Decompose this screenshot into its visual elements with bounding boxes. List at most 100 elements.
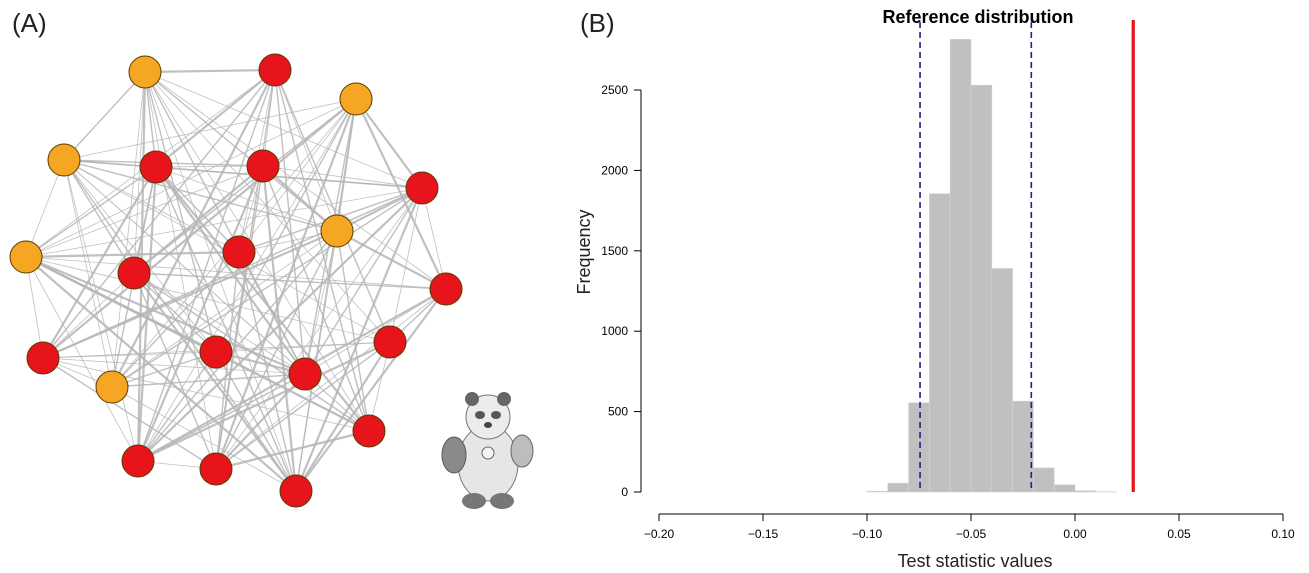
- network-edge: [111, 373, 306, 388]
- network-edge: [63, 159, 297, 492]
- histogram-bar: [866, 490, 889, 493]
- histogram-bar: [908, 402, 930, 493]
- network-edge: [274, 69, 391, 343]
- network-edge: [215, 351, 297, 492]
- network-edge: [133, 272, 217, 470]
- network-edge: [215, 373, 306, 470]
- histogram-bar: [970, 84, 993, 493]
- network-edge: [389, 187, 423, 343]
- network-graph: [9, 53, 534, 509]
- network-edge: [111, 386, 297, 492]
- network-node-orange: [320, 214, 354, 248]
- network-node-red: [121, 444, 155, 478]
- network-edge: [304, 230, 338, 375]
- panel-b-label: (B): [580, 8, 615, 38]
- network-edges: [25, 68, 447, 492]
- network-edge: [295, 341, 391, 492]
- network-edge: [215, 230, 338, 470]
- y-axis: 0 500 1000 1500 2000 2500: [601, 83, 642, 499]
- network-edge: [63, 98, 357, 161]
- network-edge: [111, 351, 217, 388]
- network-edge: [304, 187, 423, 375]
- network-node-red: [373, 325, 407, 359]
- network-nodes: [9, 53, 463, 508]
- network-node-red: [352, 414, 386, 448]
- network-node-orange: [47, 143, 81, 177]
- network-node-orange: [95, 370, 129, 404]
- network-edge: [63, 159, 113, 388]
- network-edge: [137, 187, 423, 462]
- panel-a-label: (A): [12, 8, 47, 38]
- network-edge: [63, 159, 338, 232]
- histogram-bar: [929, 193, 951, 493]
- network-edge: [215, 98, 357, 353]
- x-tick-label: −0.05: [956, 527, 987, 541]
- y-tick-label: 1500: [601, 244, 628, 258]
- network-node-red: [117, 256, 151, 290]
- x-tick-label: 0.10: [1271, 527, 1295, 541]
- network-edge: [155, 166, 297, 492]
- network-edge: [144, 71, 423, 189]
- network-node-red: [199, 452, 233, 486]
- x-tick-label: 0.00: [1063, 527, 1087, 541]
- network-edge: [238, 251, 306, 375]
- network-edge: [336, 230, 370, 432]
- network-edge: [215, 165, 264, 470]
- network-edge: [137, 341, 391, 462]
- network-edge: [133, 272, 297, 492]
- x-tick-label: 0.05: [1167, 527, 1191, 541]
- network-edge: [155, 69, 276, 168]
- network-edge: [144, 71, 370, 432]
- histogram-bar: [991, 268, 1013, 493]
- network-edge: [137, 351, 217, 462]
- histogram-bar: [887, 482, 909, 493]
- histogram-bar: [949, 39, 972, 493]
- network-edge: [215, 341, 391, 470]
- network-edge: [215, 351, 370, 432]
- network-edge: [111, 71, 146, 388]
- network-edge: [25, 256, 297, 492]
- network-edge: [42, 357, 217, 470]
- network-node-red: [222, 235, 256, 269]
- network-edge: [133, 71, 146, 274]
- y-tick-label: 0: [621, 485, 628, 499]
- network-edge: [111, 230, 338, 388]
- network-edge: [155, 166, 370, 432]
- histogram-chart: Reference distribution 0 500 1000 1500 2000 2…: [574, 7, 1295, 571]
- network-edge: [262, 165, 423, 189]
- network-edge: [133, 272, 370, 432]
- x-axis-label: Test statistic values: [897, 551, 1052, 571]
- network-edge: [215, 187, 423, 470]
- chart-title: Reference distribution: [882, 7, 1073, 27]
- network-node-red: [139, 150, 173, 184]
- x-axis: −0.20 −0.15 −0.10 −0.05 0.00 0.05 0.10: [644, 513, 1295, 541]
- y-tick-label: 500: [608, 405, 628, 419]
- network-edge: [42, 69, 276, 359]
- network-edge: [144, 68, 276, 74]
- network-node-red: [405, 171, 439, 205]
- network-edge: [63, 71, 146, 161]
- network-edge: [155, 166, 423, 189]
- network-edge: [155, 165, 264, 168]
- network-edge: [42, 351, 217, 359]
- network-edge: [25, 165, 264, 258]
- network-edge: [25, 256, 139, 462]
- network-node-red: [288, 357, 322, 391]
- network-edge: [133, 98, 357, 274]
- network-edge: [63, 159, 240, 253]
- histogram-bar: [1053, 484, 1076, 493]
- network-edge: [355, 98, 423, 189]
- network-edge: [294, 187, 424, 492]
- network-node-orange: [339, 82, 373, 116]
- network-edge: [42, 357, 370, 432]
- network-edge: [215, 429, 370, 471]
- panda-icon: [441, 392, 534, 509]
- network-edge: [25, 256, 447, 290]
- network-edge: [25, 256, 370, 432]
- x-tick-label: −0.15: [748, 527, 779, 541]
- network-edge: [262, 165, 370, 432]
- histogram-bar: [1033, 467, 1055, 493]
- network-edge: [261, 165, 298, 492]
- network-edge: [238, 230, 338, 253]
- histogram-bar: [1012, 400, 1034, 493]
